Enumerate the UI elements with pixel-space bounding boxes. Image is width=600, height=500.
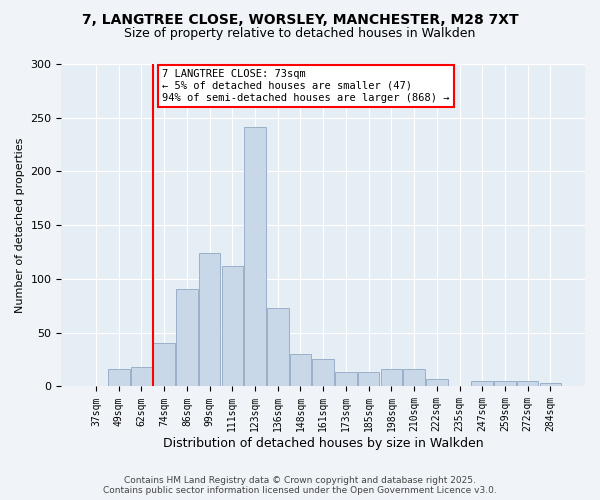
Bar [517, 381, 538, 386]
Bar [267, 308, 289, 386]
Bar [290, 354, 311, 386]
Bar [403, 370, 425, 386]
Bar [244, 128, 266, 386]
Bar [108, 370, 130, 386]
X-axis label: Distribution of detached houses by size in Walkden: Distribution of detached houses by size … [163, 437, 484, 450]
Bar [199, 253, 220, 386]
Bar [221, 266, 243, 386]
Bar [313, 358, 334, 386]
Bar [380, 370, 402, 386]
Bar [154, 344, 175, 386]
Text: Size of property relative to detached houses in Walkden: Size of property relative to detached ho… [124, 28, 476, 40]
Bar [539, 383, 561, 386]
Bar [426, 379, 448, 386]
Y-axis label: Number of detached properties: Number of detached properties [15, 138, 25, 313]
Bar [335, 372, 357, 386]
Bar [176, 288, 197, 386]
Text: Contains HM Land Registry data © Crown copyright and database right 2025.
Contai: Contains HM Land Registry data © Crown c… [103, 476, 497, 495]
Bar [472, 381, 493, 386]
Text: 7 LANGTREE CLOSE: 73sqm
← 5% of detached houses are smaller (47)
94% of semi-det: 7 LANGTREE CLOSE: 73sqm ← 5% of detached… [162, 70, 449, 102]
Bar [131, 367, 152, 386]
Bar [358, 372, 379, 386]
Text: 7, LANGTREE CLOSE, WORSLEY, MANCHESTER, M28 7XT: 7, LANGTREE CLOSE, WORSLEY, MANCHESTER, … [82, 12, 518, 26]
Bar [494, 381, 516, 386]
